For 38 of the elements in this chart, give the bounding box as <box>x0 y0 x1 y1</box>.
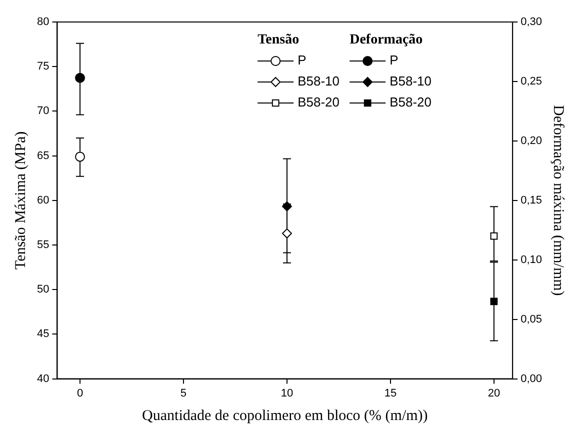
legend-label: B58-20 <box>298 94 340 110</box>
point <box>490 298 498 306</box>
point <box>75 72 86 83</box>
y2-tick-label: 0,05 <box>520 313 542 326</box>
y2-tick-label: 0,30 <box>520 16 542 28</box>
x-tick-label: 15 <box>384 387 397 400</box>
legend-label: P <box>390 52 398 68</box>
y-tick-label: 65 <box>36 150 50 162</box>
point <box>490 232 498 240</box>
y-axis-title: Tensão Máxima (MPa) <box>12 131 29 270</box>
x-tick-label: 20 <box>488 387 500 400</box>
y-tick-label: 60 <box>36 194 50 206</box>
y-tick-label: 70 <box>36 105 50 118</box>
x-tick-label: 10 <box>280 387 294 400</box>
y-tick-label: 45 <box>36 328 50 340</box>
y-tick-label: 55 <box>36 239 50 252</box>
legend-label: B58-20 <box>390 94 432 110</box>
legend-label: B58-10 <box>390 74 432 89</box>
x-axis-title: Quantidade de copolimero em bloco (% (m/m)) <box>142 408 428 424</box>
y-tick-label: 75 <box>36 60 50 73</box>
x-tick-label: 5 <box>180 387 187 400</box>
y-tick-label: 80 <box>36 16 50 28</box>
y2-tick-label: 0,15 <box>520 194 542 206</box>
legend-label: B58-10 <box>298 74 340 89</box>
annotation: Tensão <box>258 32 300 48</box>
y2-tick-label: 0,10 <box>520 254 542 266</box>
y2-axis-title: Deformação máxima (mm/mm) <box>550 105 566 296</box>
legend-label: P <box>298 52 306 68</box>
y2-tick-label: 0,00 <box>520 372 542 385</box>
y2-tick-label: 0,25 <box>520 76 542 88</box>
y2-tick-label: 0,20 <box>520 134 542 147</box>
point <box>282 228 292 238</box>
point <box>282 201 292 212</box>
point <box>75 152 86 162</box>
y-tick-label: 50 <box>36 284 50 296</box>
x-tick-label: 0 <box>76 387 84 400</box>
annotation: Deformação <box>350 32 423 48</box>
y-tick-label: 40 <box>36 372 50 385</box>
